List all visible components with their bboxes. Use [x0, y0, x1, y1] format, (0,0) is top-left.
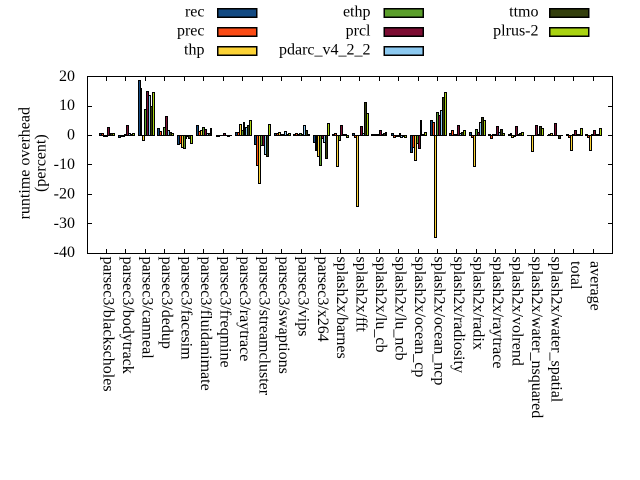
svg-text:splash2x/volrend: splash2x/volrend: [508, 257, 525, 366]
svg-text:parsec3/fluidanimate: parsec3/fluidanimate: [197, 257, 214, 391]
svg-text:parsec3/freqmine: parsec3/freqmine: [216, 257, 233, 368]
svg-text:parsec3/facesim: parsec3/facesim: [177, 257, 194, 361]
svg-text:pdarc_v4_2_2: pdarc_v4_2_2: [279, 42, 371, 59]
svg-text:ttmo: ttmo: [509, 4, 538, 21]
svg-text:splash2x/fft: splash2x/fft: [353, 257, 370, 333]
svg-text:(percent): (percent): [32, 134, 49, 192]
svg-text:average: average: [586, 261, 603, 311]
svg-text:splash2x/barnes: splash2x/barnes: [333, 257, 350, 359]
svg-text:runtime overhead: runtime overhead: [16, 107, 33, 219]
svg-text:parsec3/raytrace: parsec3/raytrace: [236, 257, 253, 362]
svg-text:20: 20: [59, 68, 75, 85]
svg-text:-10: -10: [54, 156, 75, 173]
svg-text:total: total: [567, 261, 584, 290]
svg-text:splash2x/water_nsquared: splash2x/water_nsquared: [528, 257, 545, 419]
svg-text:splash2x/lu_cb: splash2x/lu_cb: [372, 257, 389, 353]
svg-text:parsec3/swaptions: parsec3/swaptions: [275, 257, 292, 374]
svg-text:10: 10: [59, 97, 75, 114]
svg-text:-30: -30: [54, 215, 75, 232]
svg-text:parsec3/blackscholes: parsec3/blackscholes: [100, 257, 117, 392]
svg-text:thp: thp: [184, 42, 204, 59]
svg-text:parsec3/x264: parsec3/x264: [314, 257, 331, 342]
svg-text:splash2x/radiosity: splash2x/radiosity: [450, 257, 467, 373]
svg-text:splash2x/lu_ncb: splash2x/lu_ncb: [392, 257, 409, 361]
svg-text:splash2x/radix: splash2x/radix: [470, 257, 487, 350]
svg-text:-20: -20: [54, 185, 75, 202]
svg-text:parsec3/bodytrack: parsec3/bodytrack: [119, 257, 136, 374]
svg-text:parsec3/canneal: parsec3/canneal: [139, 257, 156, 360]
svg-text:splash2x/ocean_ncp: splash2x/ocean_ncp: [431, 257, 448, 386]
svg-text:parsec3/vips: parsec3/vips: [294, 257, 311, 337]
svg-text:0: 0: [67, 127, 75, 144]
svg-text:prec: prec: [177, 23, 205, 40]
svg-text:splash2x/water_spatial: splash2x/water_spatial: [547, 257, 564, 403]
svg-text:parsec3/streamcluster: parsec3/streamcluster: [255, 257, 272, 396]
svg-text:plrus-2: plrus-2: [493, 23, 538, 40]
svg-text:parsec3/dedup: parsec3/dedup: [158, 257, 175, 349]
svg-text:splash2x/raytrace: splash2x/raytrace: [489, 257, 506, 369]
svg-text:ethp: ethp: [343, 4, 371, 21]
svg-text:splash2x/ocean_cp: splash2x/ocean_cp: [411, 257, 428, 378]
svg-text:rec: rec: [185, 4, 205, 21]
svg-text:prcl: prcl: [346, 23, 371, 40]
svg-text:-40: -40: [54, 244, 75, 261]
